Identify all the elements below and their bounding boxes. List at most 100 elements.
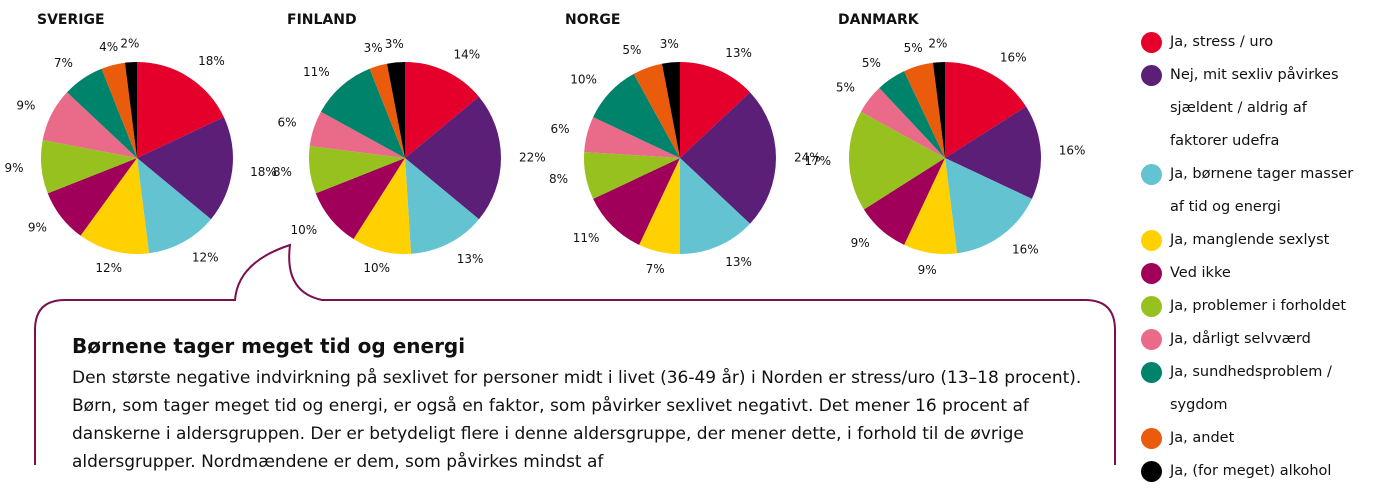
pie-slice <box>315 158 405 240</box>
pie-slice <box>904 158 958 255</box>
data-label: 2% <box>928 37 947 51</box>
pie-slice <box>680 158 750 254</box>
data-label: 7% <box>646 262 665 276</box>
data-label: 9% <box>4 161 23 175</box>
data-label: 9% <box>16 99 35 113</box>
legend-item: Ja, dårligt selvværd <box>1138 323 1360 356</box>
legend-item: Ja, manglende sexlyst <box>1138 224 1360 257</box>
pie-slice <box>101 62 137 158</box>
data-label: 9% <box>918 263 937 277</box>
legend-item: Ja, andet <box>1138 422 1360 455</box>
pie-slice <box>584 151 680 199</box>
data-label: 8% <box>273 165 292 179</box>
pie-slice <box>137 158 211 254</box>
pie-slice <box>945 62 1027 158</box>
pie-slice <box>309 145 405 194</box>
data-label: 13% <box>457 252 484 266</box>
pie-slice <box>67 68 137 158</box>
data-label: 13% <box>725 255 752 269</box>
legend-item: Ved ikke <box>1138 257 1360 290</box>
legend-item: Ja, børnene tager masser af tid og energ… <box>1138 158 1360 224</box>
legend-label: Ja, børnene tager masser af tid og energ… <box>1170 166 1354 215</box>
legend-label: Ja, dårligt selvværd <box>1170 331 1311 347</box>
pie-slice <box>945 106 1041 199</box>
legend-item: Ja, stress / uro <box>1138 26 1360 59</box>
data-label: 14% <box>454 47 481 61</box>
pie-slice <box>405 62 479 158</box>
data-label: 5% <box>904 41 923 55</box>
pie-slice <box>863 158 945 245</box>
data-label: 24% <box>794 151 821 165</box>
legend-swatch <box>1141 230 1162 251</box>
pie-slice <box>849 111 945 210</box>
pie-slice <box>320 68 405 158</box>
data-label: 6% <box>278 115 297 129</box>
callout-frame <box>34 243 1116 465</box>
pie-slice <box>42 92 137 158</box>
data-label: 11% <box>303 65 330 79</box>
chart-title: SVERIGE <box>37 12 105 28</box>
pie-slice <box>124 62 137 158</box>
legend-label: Ja, stress / uro <box>1170 34 1274 50</box>
legend-label: Ja, (for meget) alkohol <box>1170 463 1332 479</box>
pie-slice <box>47 158 138 236</box>
data-label: 10% <box>290 223 317 237</box>
data-label: 16% <box>1059 143 1086 157</box>
pie-slice <box>80 158 150 254</box>
data-label: 6% <box>551 122 570 136</box>
legend-label: Nej, mit sexliv påvirkes sjældent / aldr… <box>1170 67 1339 149</box>
data-label: 16% <box>1012 243 1039 257</box>
data-label: 11% <box>573 231 600 245</box>
legend-swatch <box>1141 263 1162 284</box>
data-label: 3% <box>385 37 404 51</box>
pie-slice <box>41 140 137 194</box>
data-label: 9% <box>851 236 870 250</box>
data-label: 5% <box>836 81 855 95</box>
chart-title: DANMARK <box>838 12 920 28</box>
legend-swatch <box>1141 428 1162 449</box>
callout-title: Børnene tager meget tid og energi <box>72 334 466 358</box>
pie-slice <box>945 158 1032 254</box>
pie-slice <box>860 88 945 158</box>
pie-slice <box>137 62 224 158</box>
legend-label: Ja, problemer i forholdet <box>1170 298 1347 314</box>
legend-item: Nej, mit sexliv påvirkes sjældent / aldr… <box>1138 59 1360 158</box>
legend-label: Ja, sundhedsproblem / sygdom <box>1170 364 1332 413</box>
data-label: 22% <box>519 151 546 165</box>
pie-slice <box>369 63 405 158</box>
chart-title: NORGE <box>565 12 620 28</box>
callout-text: Den største negative indvirkning på sexl… <box>72 368 1082 472</box>
data-label: 10% <box>363 261 390 275</box>
data-label: 5% <box>622 43 641 57</box>
legend-swatch <box>1141 65 1162 86</box>
page: SVERIGE 18% 18% 12% 12% 9% 9% 9% 7% 4% 2% FINLAND 14… <box>4 12 1360 482</box>
legend-swatch <box>1141 32 1162 53</box>
data-label: 9% <box>28 220 47 234</box>
pie-slice <box>680 92 776 224</box>
pie-slice <box>593 158 680 245</box>
legend-label: Ja, andet <box>1170 430 1235 446</box>
data-label: 13% <box>725 46 752 60</box>
legend-item: Ja, (for meget) alkohol <box>1138 455 1360 488</box>
data-label: 3% <box>364 41 383 55</box>
legend-swatch <box>1141 164 1162 185</box>
legend-swatch <box>1141 461 1162 482</box>
pie-slice <box>387 62 405 158</box>
data-label: 16% <box>1000 51 1027 65</box>
pie-slice <box>904 62 945 158</box>
callout: Børnene tager meget tid og energi Den st… <box>72 334 1112 476</box>
data-label: 4% <box>99 40 118 54</box>
data-label: 17% <box>804 154 831 168</box>
data-label: 7% <box>54 56 73 70</box>
pie-slice <box>932 62 945 158</box>
data-label: 5% <box>862 56 881 70</box>
pie-slice <box>584 117 680 158</box>
legend-item: Ja, problemer i forholdet <box>1138 290 1360 323</box>
legend-label: Ved ikke <box>1170 265 1231 281</box>
pie-slice <box>353 158 412 254</box>
pie-slice <box>405 96 502 220</box>
legend-swatch <box>1141 296 1162 317</box>
pie-slice <box>309 111 405 158</box>
pie-slice <box>639 158 680 254</box>
